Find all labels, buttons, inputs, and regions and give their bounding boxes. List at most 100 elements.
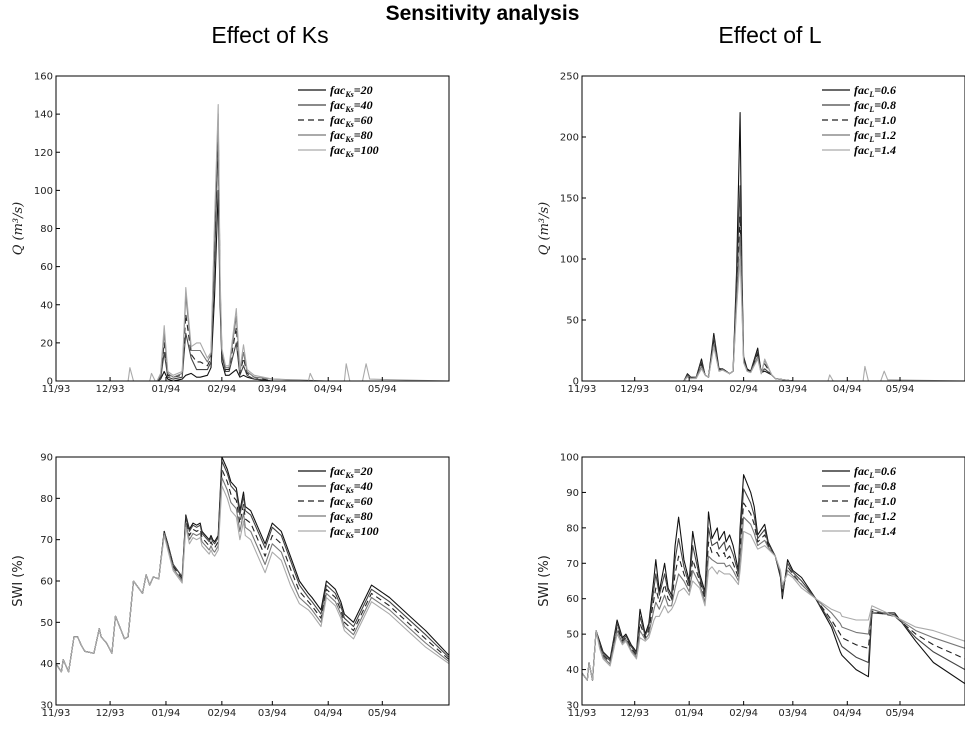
x-tick-label: 05/94: [886, 708, 915, 719]
column-title-right: Effect of L: [718, 22, 822, 48]
series-line-5: [582, 258, 965, 381]
x-tick-label: 11/93: [42, 708, 71, 719]
x-tick-label: 02/94: [729, 708, 758, 719]
series-line-1: [56, 457, 449, 673]
column-title-left: Effect of Ks: [211, 22, 329, 48]
x-tick-label: 05/94: [368, 384, 397, 395]
y-axis-label: Q (m³/s): [537, 202, 552, 256]
x-tick-label: 04/94: [833, 384, 862, 395]
x-tick-label: 04/94: [314, 384, 343, 395]
series-line-3: [582, 502, 965, 681]
y-tick-label: 100: [34, 186, 53, 197]
plot-frame: [581, 75, 965, 382]
series-line-1: [56, 189, 449, 381]
plot-frame: [581, 456, 965, 706]
x-tick-label: 12/93: [96, 708, 125, 719]
chart-swi-ks: 30 40 50 60 70 80 90 11/93 12/93 01/94 02/94 03/94 0…: [11, 453, 450, 719]
x-tick-label: 11/93: [42, 384, 71, 395]
y-tick-label: 70: [40, 535, 53, 546]
y-tick-label: 80: [566, 523, 579, 534]
series-line-5: [56, 485, 449, 673]
y-tick-label: 30: [40, 701, 53, 712]
y-axis-label: SWI (%): [11, 555, 26, 607]
series-line-4: [582, 516, 965, 681]
y-tick-label: 250: [560, 72, 579, 83]
x-tick-label: 12/93: [96, 384, 125, 395]
y-axis-label: Q (m³/s): [11, 202, 26, 256]
y-tick-label: 120: [34, 148, 53, 159]
x-tick-label: 01/94: [152, 384, 181, 395]
legend-label-1: facL=0.6: [854, 464, 896, 480]
y-tick-label: 50: [40, 618, 53, 629]
legend-label-1: facKs=20: [330, 464, 373, 480]
series-line-1: [582, 112, 965, 381]
y-tick-label: 200: [560, 133, 579, 144]
legend-label-4: facL=1.2: [854, 128, 896, 144]
x-tick-label: 05/94: [368, 708, 397, 719]
y-tick-label: 60: [40, 262, 53, 273]
legend-label-3: facKs=60: [330, 113, 373, 129]
y-tick-label: 50: [566, 630, 579, 641]
y-tick-label: 40: [566, 665, 579, 676]
legend-label-2: facKs=40: [330, 98, 373, 114]
x-tick-label: 02/94: [729, 384, 758, 395]
legend-label-4: facKs=80: [330, 509, 373, 525]
series-line-2: [582, 185, 965, 381]
legend-label-5: facL=1.4: [854, 524, 896, 540]
chart-q-l: 0 50 100 150 200 250 11/93 12/93 01/94 02/94 03/94…: [537, 72, 965, 395]
legend: facKs=20facKs=40facKs=60facKs=80facKs=10…: [298, 464, 379, 540]
y-tick-label: 50: [566, 316, 579, 327]
x-tick-label: 03/94: [778, 384, 807, 395]
legend-label-4: facL=1.2: [854, 509, 896, 525]
y-tick-label: 80: [40, 224, 53, 235]
series-line-3: [56, 123, 449, 381]
x-tick-label: 12/93: [620, 708, 649, 719]
legend-label-2: facKs=40: [330, 479, 373, 495]
legend-label-1: facL=0.6: [854, 83, 896, 99]
y-tick-label: 0: [573, 377, 579, 388]
legend-label-2: facL=0.8: [854, 98, 896, 114]
chart-swi-l: 30 40 50 60 70 80 90 100 11/93 12/93 01/94 02/94 03/…: [537, 453, 965, 719]
y-tick-label: 100: [560, 255, 579, 266]
x-tick-label: 03/94: [258, 708, 287, 719]
series-line-2: [56, 460, 449, 673]
y-tick-label: 40: [40, 300, 53, 311]
x-tick-label: 12/93: [620, 384, 649, 395]
x-tick-label: 01/94: [675, 384, 704, 395]
x-tick-label: 02/94: [207, 384, 236, 395]
y-tick-label: 90: [566, 488, 579, 499]
y-tick-label: 150: [560, 194, 579, 205]
y-tick-label: 80: [40, 494, 53, 505]
y-tick-label: 20: [40, 338, 53, 349]
y-tick-label: 30: [566, 701, 579, 712]
x-tick-label: 01/94: [152, 708, 181, 719]
legend-label-1: facKs=20: [330, 83, 373, 99]
series-line-1: [582, 474, 965, 685]
series-line-2: [582, 488, 965, 681]
series-line-4: [56, 113, 449, 381]
x-tick-label: 03/94: [258, 384, 287, 395]
y-tick-label: 60: [40, 577, 53, 588]
series-line-4: [582, 234, 965, 381]
series-line-3: [582, 215, 965, 381]
y-tick-label: 40: [40, 659, 53, 670]
y-tick-label: 90: [40, 453, 53, 464]
y-tick-label: 100: [560, 453, 579, 464]
chart-q-ks: 0 20 40 60 80 100 120 140 160 11/93 12/93 01/94 02/9…: [11, 72, 450, 395]
legend-label-5: facKs=100: [330, 524, 379, 540]
x-tick-label: 01/94: [675, 708, 704, 719]
x-tick-label: 05/94: [886, 384, 915, 395]
y-tick-label: 160: [34, 72, 53, 83]
legend-label-2: facL=0.8: [854, 479, 896, 495]
legend-label-5: facL=1.4: [854, 143, 896, 159]
y-tick-label: 0: [47, 377, 53, 388]
series-line-4: [56, 477, 449, 673]
y-tick-label: 140: [34, 110, 53, 121]
x-tick-label: 02/94: [207, 708, 236, 719]
x-tick-label: 04/94: [833, 708, 862, 719]
x-tick-label: 11/93: [568, 384, 597, 395]
legend-label-3: facL=1.0: [854, 113, 896, 129]
y-tick-label: 70: [566, 559, 579, 570]
